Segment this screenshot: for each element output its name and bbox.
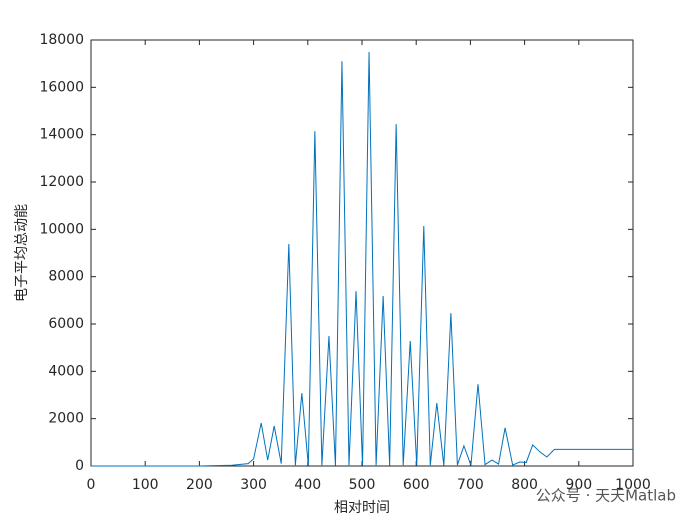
y-tick-label: 18000 — [39, 32, 84, 48]
y-tick-label: 2000 — [48, 411, 84, 427]
x-tick-label: 600 — [403, 477, 430, 493]
x-tick-label: 900 — [565, 477, 592, 493]
y-tick-label: 12000 — [39, 174, 84, 190]
y-tick-label: 0 — [75, 458, 84, 474]
x-tick-label: 400 — [294, 477, 321, 493]
data-line — [91, 52, 633, 467]
x-tick-label: 700 — [457, 477, 484, 493]
y-axis-label: 电子平均总动能 — [14, 204, 30, 302]
x-axis-label: 相对时间 — [334, 500, 390, 516]
y-tick-label: 8000 — [48, 269, 84, 285]
x-tick-label: 100 — [132, 477, 159, 493]
plot-area — [90, 39, 634, 467]
x-tick-label: 0 — [87, 477, 96, 493]
x-tick-label: 800 — [511, 477, 538, 493]
x-tick-label: 1000 — [615, 477, 651, 493]
y-tick-label: 4000 — [48, 363, 84, 379]
y-tick-label: 16000 — [39, 79, 84, 95]
x-tick-label: 500 — [349, 477, 376, 493]
y-tick-label: 6000 — [48, 316, 84, 332]
y-tick-label: 14000 — [39, 127, 84, 143]
x-tick-label: 200 — [186, 477, 213, 493]
x-tick-label: 300 — [240, 477, 267, 493]
y-tick-label: 10000 — [39, 221, 84, 237]
watermark: 公众号 · 天天Matlab — [536, 487, 676, 505]
